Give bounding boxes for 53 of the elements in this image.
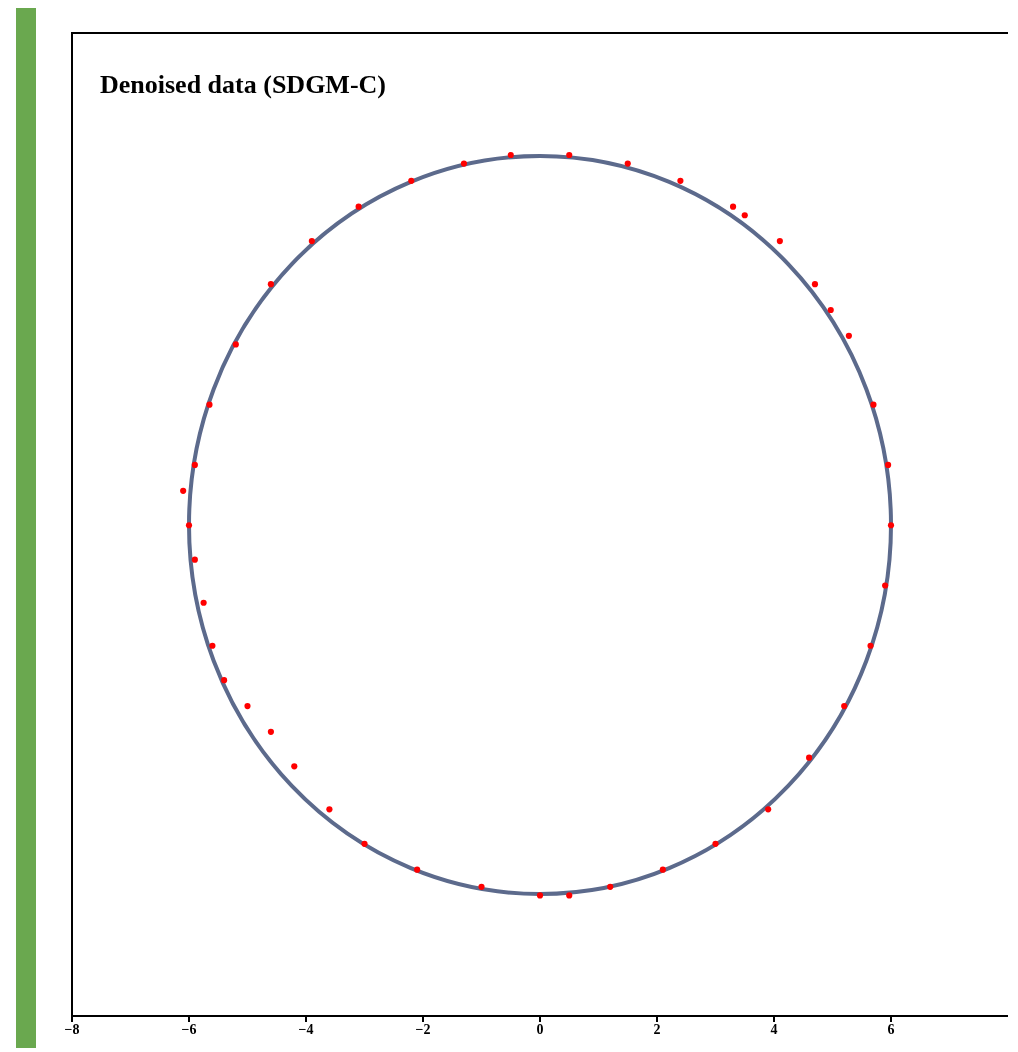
point [200,599,207,606]
point [244,702,251,710]
point [607,883,614,890]
point [408,177,415,184]
point [566,892,573,899]
point [845,332,852,339]
point [841,702,848,710]
x-tick-label: −4 [298,1021,314,1037]
point [267,281,274,288]
point [566,151,573,159]
point [659,866,666,873]
point [729,203,737,210]
point [267,728,274,735]
x-tick-label: 2 [653,1021,661,1037]
point [209,642,216,649]
point [221,677,228,684]
point [291,763,298,770]
point [414,866,421,873]
point [887,522,895,529]
point [326,806,333,813]
point [191,461,198,469]
point [361,840,368,847]
point [741,212,748,219]
point [185,522,193,529]
point [232,341,239,348]
x-tick-label: −8 [64,1021,80,1037]
x-tick-label: −6 [181,1021,197,1037]
point [827,306,834,314]
point [206,401,213,408]
x-tick-label: 4 [770,1021,778,1037]
point [308,238,315,245]
x-tick-label: 6 [887,1021,895,1037]
point [811,281,819,288]
x-tick-label: −2 [415,1021,431,1037]
point [180,487,187,494]
point [460,160,468,167]
point [882,582,889,589]
point [624,160,631,167]
x-tick-label: 0 [536,1021,544,1037]
point [776,238,783,245]
chart-title: Denoised data (SDGM-C) [100,70,386,100]
point [478,883,485,890]
point [355,203,362,210]
point [191,556,198,563]
point [870,401,877,408]
point [806,754,813,761]
point [712,840,719,847]
point [884,461,892,469]
point [867,642,874,649]
point [765,806,772,813]
point [536,892,544,899]
point [507,151,514,159]
point [677,177,684,184]
